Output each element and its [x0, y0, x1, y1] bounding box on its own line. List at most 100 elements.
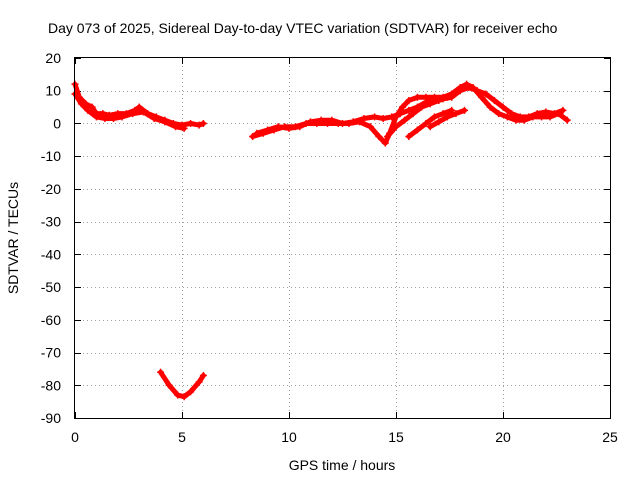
data-point [195, 378, 203, 386]
x-tick-label: 20 [495, 429, 511, 445]
data-point [465, 83, 473, 91]
data-point [84, 106, 92, 114]
data-point [161, 118, 169, 126]
data-point [533, 110, 541, 118]
data-point [456, 87, 464, 95]
data-point [349, 118, 357, 126]
data-point [77, 100, 85, 108]
data-point [195, 121, 203, 129]
data-point [473, 87, 481, 95]
data-point [199, 371, 207, 379]
y-tick-label: -60 [41, 312, 61, 328]
data-point [375, 133, 383, 141]
data-point [418, 103, 426, 111]
y-tick-label: 10 [45, 83, 61, 99]
data-point [366, 123, 374, 131]
data-point [426, 100, 434, 108]
data-point [392, 123, 400, 131]
data-point [135, 103, 143, 111]
data-point [101, 115, 109, 123]
y-tick-label: -10 [41, 148, 61, 164]
data-point [296, 123, 304, 131]
data-point [405, 106, 413, 114]
data-point [452, 110, 460, 118]
data-point [139, 108, 147, 116]
data-point [388, 113, 396, 121]
data-point [508, 110, 516, 118]
data-point [110, 115, 118, 123]
data-point [249, 133, 257, 141]
data-point [486, 103, 494, 111]
data-point [381, 139, 389, 147]
data-point [542, 108, 550, 116]
data-point [435, 118, 443, 126]
data-point [187, 119, 195, 127]
data-point [180, 393, 188, 401]
data-point [405, 97, 413, 105]
data-point [435, 97, 443, 105]
data-point [460, 106, 468, 114]
data-point [88, 103, 96, 111]
data-point [253, 129, 261, 137]
data-point [199, 119, 207, 127]
data-point [499, 103, 507, 111]
x-axis-label: GPS time / hours [289, 457, 396, 473]
data-point [495, 110, 503, 118]
data-point [422, 119, 430, 127]
data-point [396, 110, 404, 118]
x-tick-label: 5 [178, 429, 186, 445]
y-tick-label: -80 [41, 377, 61, 393]
y-tick-label: -20 [41, 181, 61, 197]
data-point [172, 123, 180, 131]
data-point [383, 133, 391, 141]
data-point [328, 116, 336, 124]
x-tick-label: 25 [602, 429, 618, 445]
data-point [129, 110, 137, 118]
data-point [379, 115, 387, 123]
y-tick-label: -40 [41, 246, 61, 262]
data-point [525, 113, 533, 121]
data-point [405, 133, 413, 141]
data-point [413, 126, 421, 134]
axes: 0 5 10 15 20 25 20 10 0 -10 -20 -30 -40 -50 -60 -70 -80 -… [41, 50, 618, 445]
data-point [559, 106, 567, 114]
y-tick-label: 20 [45, 50, 61, 66]
data-point [443, 93, 451, 101]
data-point [174, 391, 182, 399]
data-point [482, 90, 490, 98]
data-point [317, 116, 325, 124]
y-tick-label: -90 [41, 410, 61, 426]
data-point [490, 97, 498, 105]
plot-frame [74, 57, 611, 419]
data-point [398, 103, 406, 111]
data-point [165, 381, 173, 389]
chart-title: Day 073 of 2025, Sidereal Day-to-day VTE… [48, 20, 558, 36]
grid [75, 58, 610, 418]
data-point [92, 113, 100, 121]
data-point [409, 110, 417, 118]
data-point [443, 113, 451, 121]
data-point [371, 113, 379, 121]
data-point [118, 113, 126, 121]
y-tick-label: -70 [41, 345, 61, 361]
data-point [187, 388, 195, 396]
x-tick-label: 15 [388, 429, 404, 445]
data-point [550, 110, 558, 118]
data-point [306, 118, 314, 126]
data-point [516, 113, 524, 121]
data-point [180, 124, 188, 132]
data-point [360, 115, 368, 123]
x-tick-label: 0 [71, 429, 79, 445]
series-arc-2 [158, 369, 206, 400]
data-point [401, 116, 409, 124]
y-tick-label: -50 [41, 279, 61, 295]
x-tick-label: 10 [281, 429, 297, 445]
data-point [413, 93, 421, 101]
data-point [285, 124, 293, 132]
data-point [150, 115, 158, 123]
data-series [71, 80, 571, 401]
data-point [426, 123, 434, 131]
data-point [563, 116, 571, 124]
data-point [431, 113, 439, 121]
